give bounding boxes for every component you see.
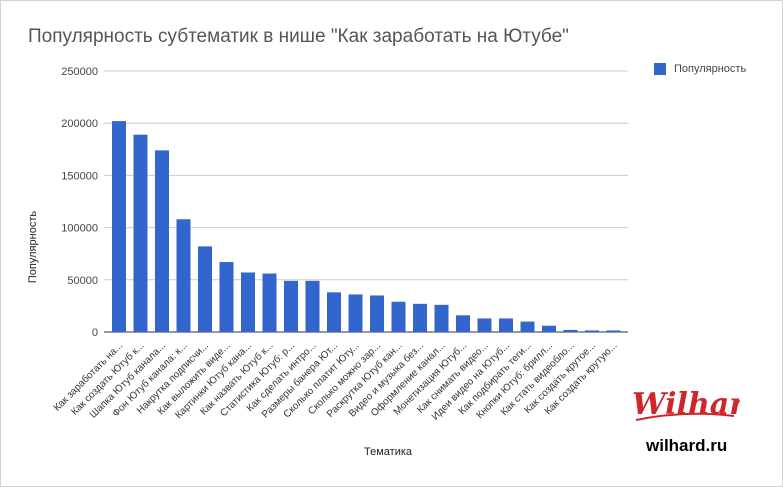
bar xyxy=(219,262,234,332)
x-axis-label: Тематика xyxy=(364,446,413,458)
y-tick-label: 0 xyxy=(92,327,98,339)
bar xyxy=(112,121,126,332)
bar xyxy=(606,330,621,332)
chart-legend: Популярность xyxy=(654,63,746,75)
bar xyxy=(198,246,212,332)
bar xyxy=(327,292,341,332)
bar xyxy=(499,318,513,332)
bar xyxy=(563,329,578,332)
bar xyxy=(155,150,169,332)
bar xyxy=(456,315,470,332)
bar xyxy=(348,294,363,332)
bar xyxy=(262,273,277,332)
chart-title: Популярность субтематик в нише "Как зара… xyxy=(28,26,569,47)
bar xyxy=(133,134,148,332)
y-tick-label: 250000 xyxy=(61,66,98,78)
bar xyxy=(542,325,556,332)
legend-swatch xyxy=(654,63,666,75)
bar xyxy=(370,295,384,332)
bar xyxy=(176,219,191,332)
bar xyxy=(241,272,255,332)
watermark-site: wilhard.ru xyxy=(646,436,728,455)
bar xyxy=(434,304,449,332)
wilhard-logo: Wilhard xyxy=(632,387,740,422)
legend-label: Популярность xyxy=(674,63,747,75)
bar xyxy=(413,303,427,332)
y-tick-label: 50000 xyxy=(67,275,98,287)
y-tick-label: 100000 xyxy=(61,223,98,235)
bar xyxy=(520,321,535,332)
wilhard-logo-text: Wilhard xyxy=(632,387,740,422)
bar xyxy=(284,280,298,332)
bar xyxy=(305,280,320,332)
logo-underline xyxy=(635,412,735,421)
bar xyxy=(391,301,406,332)
bar xyxy=(477,318,492,332)
y-tick-label: 150000 xyxy=(61,170,98,182)
bar xyxy=(585,330,599,332)
y-tick-label: 200000 xyxy=(61,118,98,130)
